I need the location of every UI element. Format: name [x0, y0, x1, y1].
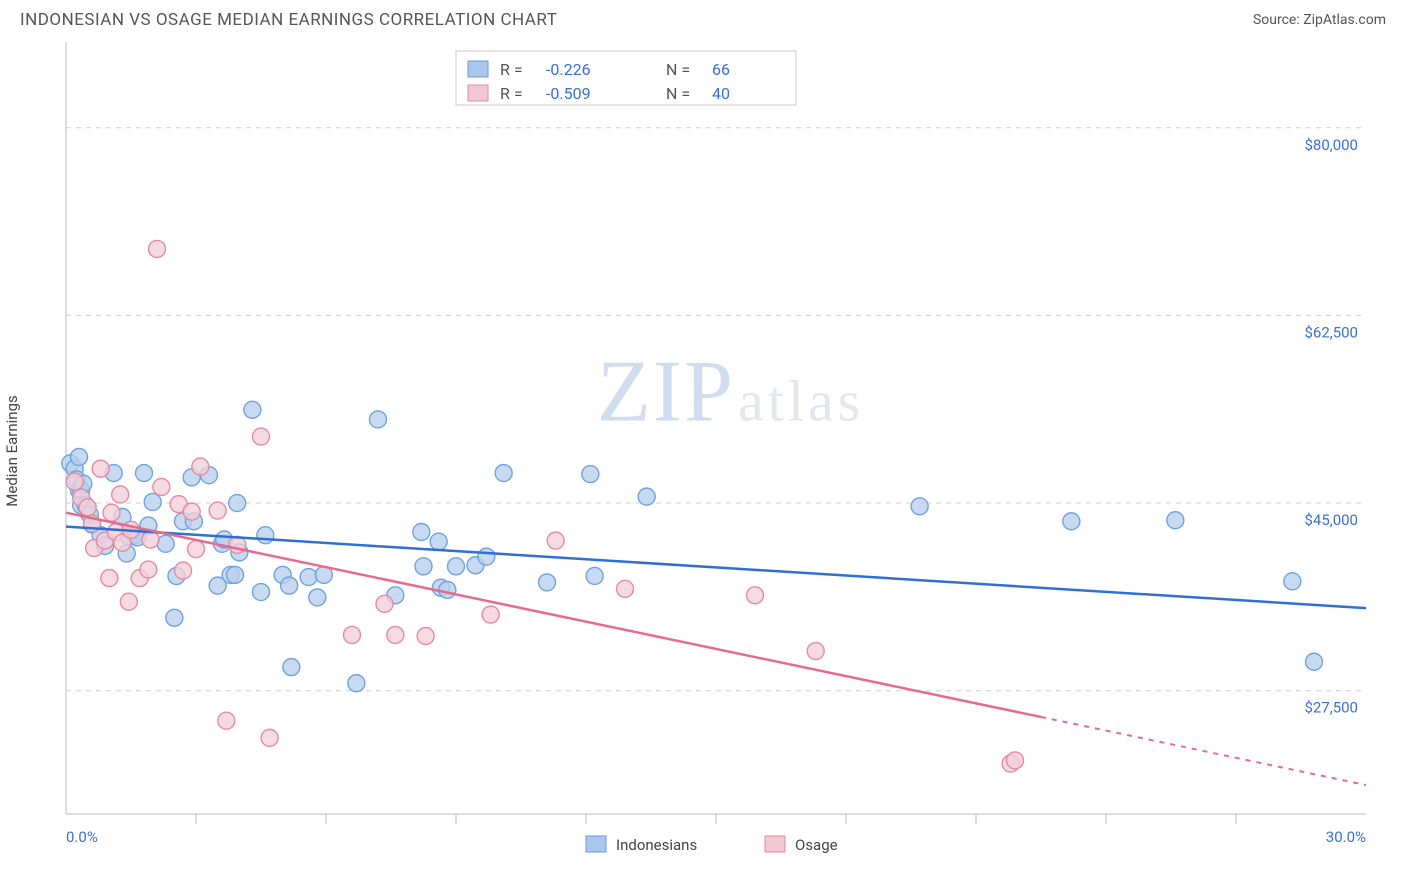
chart-source: Source: ZipAtlas.com	[1253, 12, 1386, 28]
data-point	[66, 473, 83, 490]
data-point	[79, 499, 96, 516]
legend-R-value: -0.226	[546, 60, 591, 79]
data-point	[417, 628, 434, 645]
data-point	[149, 240, 166, 257]
data-point	[153, 478, 170, 495]
data-point	[1167, 512, 1184, 529]
y-tick-label: $27,500	[1304, 699, 1358, 717]
data-point	[281, 577, 298, 594]
data-point	[244, 401, 261, 418]
data-point	[482, 606, 499, 623]
y-axis-label: Median Earnings	[3, 395, 21, 506]
legend-swatch	[468, 85, 488, 101]
source-value: ZipAtlas.com	[1303, 12, 1386, 28]
data-point	[413, 524, 430, 541]
legend-N-label: N =	[666, 84, 690, 103]
data-point	[348, 675, 365, 692]
data-point	[1306, 653, 1323, 670]
data-point	[166, 609, 183, 626]
data-point	[227, 566, 244, 583]
data-point	[92, 460, 109, 477]
trend-line-extrapolated	[1041, 717, 1366, 785]
legend-N-value: 40	[712, 84, 730, 103]
data-point	[547, 532, 564, 549]
data-point	[229, 495, 246, 512]
data-point	[1063, 513, 1080, 530]
y-tick-label: $45,000	[1304, 511, 1358, 529]
legend-N-label: N =	[666, 60, 690, 79]
data-point	[376, 595, 393, 612]
data-point	[120, 593, 137, 610]
source-label: Source:	[1253, 12, 1303, 28]
series-osage	[66, 240, 1023, 772]
legend-swatch	[468, 61, 488, 77]
data-point	[261, 729, 278, 746]
legend-R-label: R =	[500, 60, 523, 79]
data-point	[101, 570, 118, 587]
data-point	[370, 411, 387, 428]
data-point	[71, 448, 88, 465]
data-point	[439, 581, 456, 598]
data-point	[430, 533, 447, 550]
data-point	[188, 541, 205, 558]
data-point	[283, 659, 300, 676]
chart-header: INDONESIAN VS OSAGE MEDIAN EARNINGS CORR…	[0, 0, 1406, 36]
watermark: ZIPatlas	[597, 343, 864, 440]
svg-text:atlas: atlas	[738, 368, 864, 433]
data-point	[582, 466, 599, 483]
legend-series: Indonesians Osage	[586, 836, 838, 854]
data-point	[144, 493, 161, 510]
data-point	[807, 643, 824, 660]
data-point	[309, 589, 326, 606]
data-point	[415, 558, 432, 575]
data-point	[253, 428, 270, 445]
data-point	[387, 626, 404, 643]
legend-label: Indonesians	[616, 836, 697, 854]
data-point	[495, 465, 512, 482]
data-point	[209, 502, 226, 519]
data-point	[478, 548, 495, 565]
legend-swatch	[586, 836, 606, 852]
legend-swatch	[765, 836, 785, 852]
scatter-chart: $27,500 $45,000 $62,500 $80,000 ZIPatlas 0.0%…	[18, 36, 1388, 866]
legend-R-value: -0.509	[546, 84, 591, 103]
data-point	[448, 558, 465, 575]
data-point	[175, 562, 192, 579]
data-point	[192, 458, 209, 475]
data-point	[747, 587, 764, 604]
x-max-label: 30.0%	[1326, 828, 1366, 846]
data-point	[539, 574, 556, 591]
data-point	[136, 465, 153, 482]
data-point	[911, 498, 928, 515]
data-point	[638, 488, 655, 505]
y-tick-label: $62,500	[1304, 323, 1358, 341]
data-point	[112, 486, 129, 503]
data-point	[257, 527, 274, 544]
data-point	[1284, 573, 1301, 590]
chart-container: Median Earnings $27,500$45,000$62,500$80…	[18, 36, 1388, 866]
data-point	[157, 535, 174, 552]
series-indonesians	[62, 401, 1323, 691]
data-point	[218, 712, 235, 729]
data-point	[140, 561, 157, 578]
data-point	[103, 504, 120, 521]
data-point	[617, 580, 634, 597]
data-point	[586, 567, 603, 584]
data-point	[183, 503, 200, 520]
legend-label: Osage	[795, 836, 838, 854]
chart-title: INDONESIAN VS OSAGE MEDIAN EARNINGS CORR…	[20, 10, 557, 30]
data-point	[300, 569, 317, 586]
data-point	[253, 584, 270, 601]
y-tick-label: $80,000	[1304, 136, 1358, 154]
legend-N-value: 66	[712, 60, 730, 79]
data-point	[344, 626, 361, 643]
x-min-label: 0.0%	[66, 828, 98, 846]
svg-text:ZIP: ZIP	[597, 343, 735, 440]
data-point	[1007, 752, 1024, 769]
legend-R-label: R =	[500, 84, 523, 103]
legend-stats: R = -0.226 N = 66 R = -0.509 N = 40	[456, 51, 796, 105]
